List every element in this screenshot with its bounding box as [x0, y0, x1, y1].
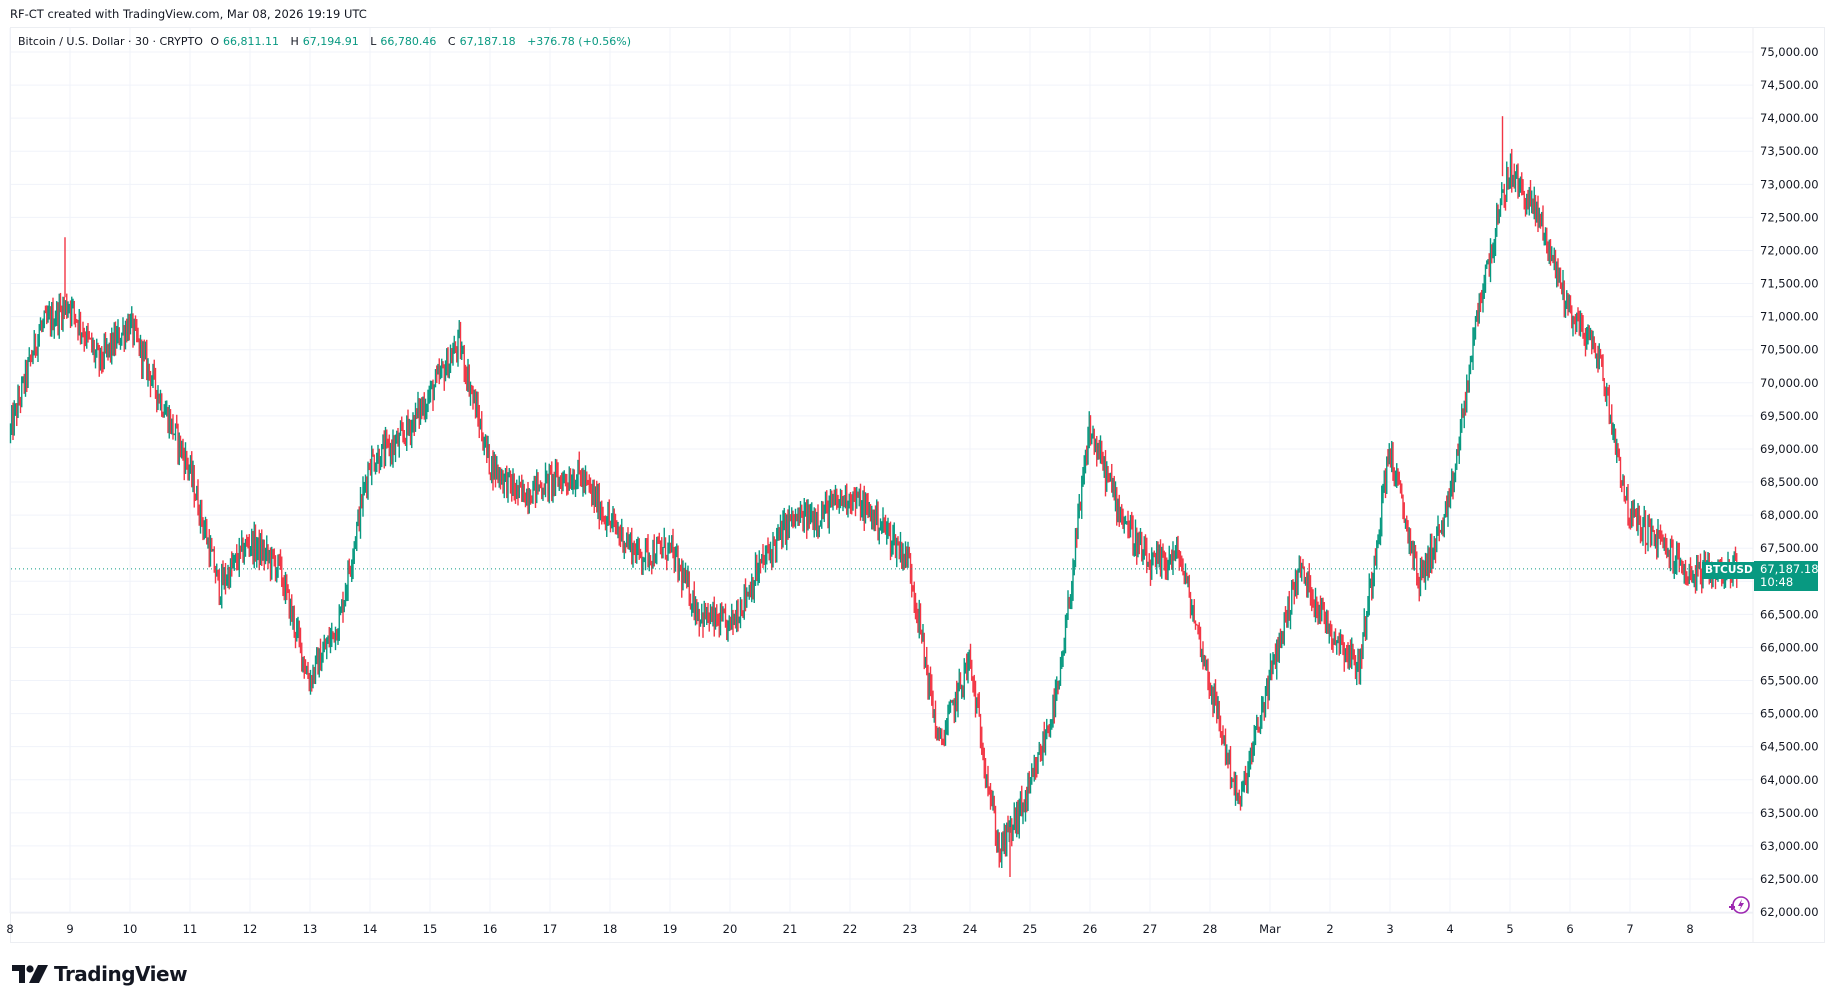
price-tick: 65,000.00	[1760, 707, 1819, 721]
time-tick: Mar	[1259, 922, 1281, 936]
candles	[9, 116, 1738, 878]
time-tick: 21	[783, 922, 798, 936]
lightning-icon[interactable]	[1727, 894, 1751, 920]
time-tick: 25	[1023, 922, 1038, 936]
open-label: O	[210, 35, 220, 48]
time-tick: 16	[483, 922, 498, 936]
bar-countdown: 10:48	[1760, 575, 1794, 589]
time-tick: 14	[363, 922, 378, 936]
price-tick: 72,000.00	[1760, 243, 1819, 257]
price-tick: 71,000.00	[1760, 310, 1819, 324]
price-tick: 72,500.00	[1760, 210, 1819, 224]
time-tick: 9	[66, 922, 73, 936]
price-tick: 66,000.00	[1760, 640, 1819, 654]
price-tick: 62,000.00	[1760, 905, 1819, 919]
time-tick: 28	[1203, 922, 1218, 936]
time-tick: 8	[6, 922, 13, 936]
price-tick: 70,500.00	[1760, 343, 1819, 357]
logo-text: TradingView	[54, 962, 188, 986]
price-tick: 69,000.00	[1760, 442, 1819, 456]
time-tick: 5	[1506, 922, 1513, 936]
time-tick: 10	[123, 922, 138, 936]
symbol-name: Bitcoin / U.S. Dollar · 30 · CRYPTO	[18, 35, 203, 48]
price-tick: 73,500.00	[1760, 144, 1819, 158]
price-tick: 68,500.00	[1760, 475, 1819, 489]
price-tick: 74,500.00	[1760, 78, 1819, 92]
price-tick: 62,500.00	[1760, 872, 1819, 886]
price-tick: 67,500.00	[1760, 541, 1819, 555]
chart-caption: RF-CT created with TradingView.com, Mar …	[10, 7, 367, 21]
time-tick: 11	[183, 922, 198, 936]
price-tick: 73,000.00	[1760, 177, 1819, 191]
time-tick: 6	[1566, 922, 1573, 936]
time-tick: 12	[243, 922, 258, 936]
price-tick: 63,500.00	[1760, 806, 1819, 820]
time-tick: 2	[1326, 922, 1333, 936]
close-value: 67,187.18	[459, 35, 516, 48]
time-tick: 3	[1386, 922, 1393, 936]
price-tick: 64,000.00	[1760, 773, 1819, 787]
price-tick: 68,000.00	[1760, 508, 1819, 522]
tradingview-logo-icon	[12, 965, 48, 983]
price-tick: 69,500.00	[1760, 409, 1819, 423]
high-label: H	[290, 35, 299, 48]
time-tick: 27	[1143, 922, 1158, 936]
price-axis[interactable]: 75,000.00 74,500.00 74,000.00 73,500.00 73,0…	[1760, 45, 1819, 919]
price-tick: 64,500.00	[1760, 740, 1819, 754]
tradingview-logo[interactable]: TradingView	[12, 962, 188, 986]
time-tick: 22	[843, 922, 858, 936]
symbol-price-tag: BTCUSD	[1702, 562, 1756, 579]
grid-lines	[9, 28, 1753, 913]
open-value: 66,811.11	[223, 35, 280, 48]
time-tick: 20	[723, 922, 738, 936]
time-tick: 18	[603, 922, 618, 936]
last-price-label: 67,187.18 10:48	[1754, 561, 1819, 591]
price-tick: 71,500.00	[1760, 277, 1819, 291]
time-tick: 17	[543, 922, 558, 936]
low-value: 66,780.46	[380, 35, 437, 48]
time-tick: 13	[303, 922, 318, 936]
price-tick: 75,000.00	[1760, 45, 1819, 59]
time-tick: 24	[963, 922, 978, 936]
time-tick: 19	[663, 922, 678, 936]
last-price-value: 67,187.18	[1760, 562, 1819, 576]
time-tick: 8	[1686, 922, 1693, 936]
time-axis[interactable]: 8 9 10 11 12 13 14 15 16 17 18 19 20 21 22 23 24 25 26 27 28…	[6, 922, 1693, 936]
time-tick: 15	[423, 922, 438, 936]
time-tick: 23	[903, 922, 918, 936]
price-tick: 74,000.00	[1760, 111, 1819, 125]
price-tick: 65,500.00	[1760, 674, 1819, 688]
change-value: +376.78 (+0.56%)	[527, 35, 632, 48]
symbol-legend[interactable]: Bitcoin / U.S. Dollar · 30 · CRYPTO O 66,…	[18, 35, 635, 48]
time-tick: 26	[1083, 922, 1098, 936]
high-value: 67,194.91	[302, 35, 359, 48]
price-tick: 66,500.00	[1760, 607, 1819, 621]
time-tick: 7	[1626, 922, 1633, 936]
close-label: C	[447, 35, 456, 48]
price-tick: 63,000.00	[1760, 839, 1819, 853]
price-tick: 70,000.00	[1760, 376, 1819, 390]
time-tick: 4	[1446, 922, 1453, 936]
low-label: L	[370, 35, 377, 48]
